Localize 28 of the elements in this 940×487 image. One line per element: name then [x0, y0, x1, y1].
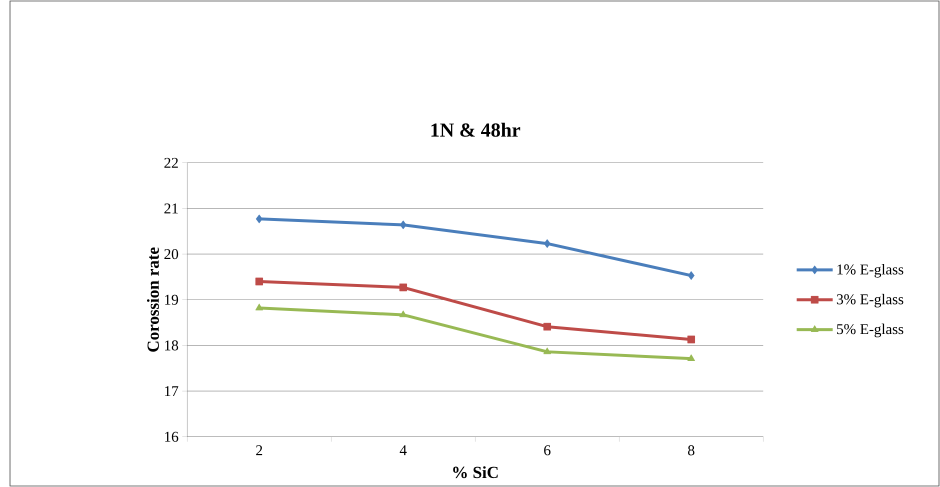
point: [399, 284, 408, 292]
y-tick-label: 17: [165, 386, 178, 396]
point: [688, 271, 695, 280]
point: [543, 347, 552, 354]
y-tick-label: 19: [165, 294, 178, 305]
legend-label: 3% E-glass: [836, 294, 904, 308]
legend-label: 1% E-glass: [838, 264, 904, 278]
y-tick-label: 18: [165, 340, 178, 350]
point: [255, 278, 264, 286]
y-tick-label: 20: [164, 249, 178, 260]
point: [544, 239, 551, 248]
point: [687, 336, 696, 344]
point: [399, 310, 408, 318]
y-axis-title: Corossion rate: [146, 247, 159, 352]
y-tick-label: 21: [164, 203, 178, 214]
y-tick-label: 22: [164, 158, 178, 168]
point: [687, 354, 696, 362]
x-tick-label: 6: [544, 445, 550, 456]
x-tick-label: 2: [256, 445, 262, 456]
x-tick-label: 8: [688, 445, 694, 456]
chart-title: 1N & 48hr: [431, 122, 520, 137]
x-tick-label: 4: [400, 445, 407, 456]
y-tick-label: 16: [165, 432, 178, 442]
point: [543, 322, 552, 331]
x-axis-title: % SiC: [453, 466, 498, 478]
point: [255, 304, 264, 310]
legend-label: 5% E-glass: [837, 324, 904, 338]
point: [400, 220, 407, 230]
